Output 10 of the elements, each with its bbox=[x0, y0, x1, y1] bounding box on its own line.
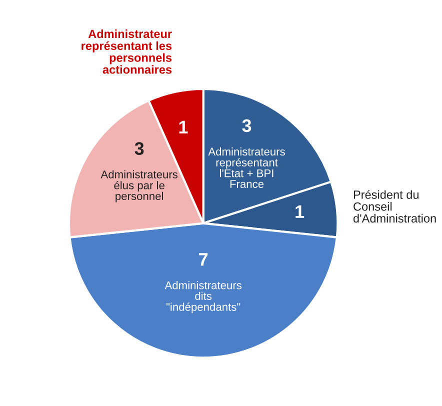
data-label: 7 bbox=[199, 253, 208, 266]
slice-label: Administrateurs représentant l'Etat + BPI France bbox=[208, 147, 285, 188]
slice-label: Administrateur représentant les personnels actionnaires bbox=[82, 29, 172, 74]
slice-label: Administrateurs dits "indépendants" bbox=[164, 281, 242, 314]
data-label: 1 bbox=[179, 120, 188, 134]
data-label: 1 bbox=[296, 205, 304, 218]
slice-label: Président du Conseil d'Administration bbox=[353, 190, 436, 223]
data-label: 3 bbox=[134, 142, 144, 155]
data-label: 3 bbox=[242, 119, 252, 132]
slice-label: Administrateurs élus par le personnel bbox=[100, 170, 178, 202]
